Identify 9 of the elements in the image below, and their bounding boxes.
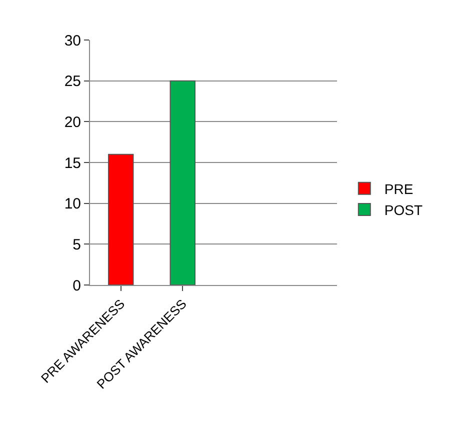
y-tick-label: 25 bbox=[64, 73, 81, 90]
y-tick-label: 15 bbox=[64, 154, 81, 172]
legend-label: POST bbox=[384, 202, 423, 218]
y-tick-label: 10 bbox=[64, 196, 81, 213]
y-tick-label: 20 bbox=[64, 114, 81, 131]
legend-label: PRE bbox=[384, 180, 414, 197]
y-tick-label: 5 bbox=[72, 236, 81, 254]
y-tick-label: 0 bbox=[72, 277, 81, 294]
y-tick-label: 30 bbox=[64, 32, 81, 50]
